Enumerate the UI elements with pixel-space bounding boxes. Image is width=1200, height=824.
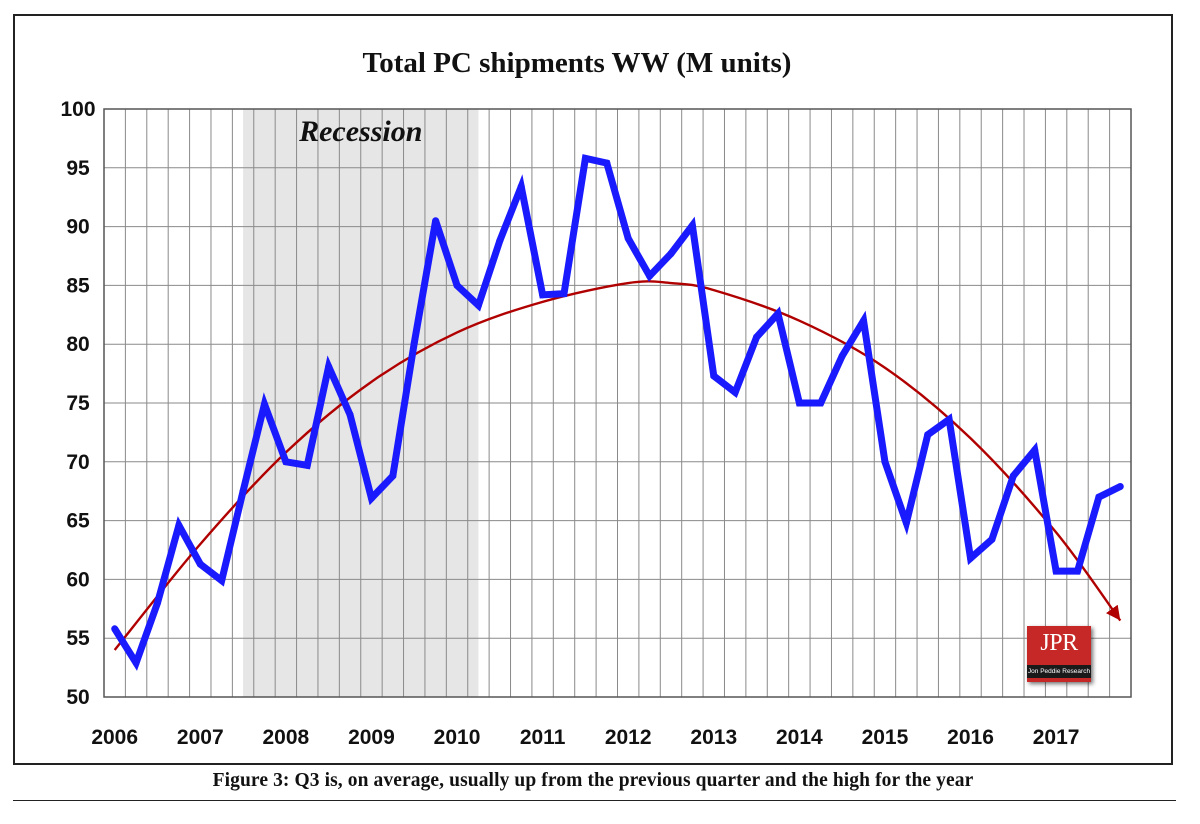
- data-point: [881, 458, 889, 466]
- data-point: [474, 301, 482, 309]
- data-point: [303, 461, 311, 469]
- data-point: [667, 250, 675, 258]
- data-point: [731, 388, 739, 396]
- data-point: [603, 159, 611, 167]
- data-point: [967, 554, 975, 562]
- x-tick-label: 2017: [1033, 726, 1080, 749]
- caption-divider: [13, 800, 1176, 801]
- y-tick-label: 70: [66, 451, 89, 474]
- data-point: [795, 399, 803, 407]
- data-point: [132, 659, 140, 667]
- data-point: [624, 234, 632, 242]
- series-line-pc-shipments: [111, 154, 1122, 671]
- data-point: [817, 399, 825, 407]
- data-point: [282, 458, 290, 466]
- y-tick-label: 100: [60, 98, 95, 121]
- jpr-logo: JPR Jon Peddie Research: [1027, 626, 1091, 682]
- data-point: [988, 535, 996, 543]
- data-point: [581, 154, 589, 162]
- y-tick-label: 50: [66, 686, 89, 709]
- x-tick-label: 2016: [947, 726, 994, 749]
- y-tick-label: 60: [66, 568, 89, 591]
- x-tick-label: 2015: [862, 726, 909, 749]
- x-tick-label: 2010: [434, 726, 481, 749]
- data-point: [710, 372, 718, 380]
- data-point: [218, 577, 226, 585]
- y-tick-label: 95: [66, 157, 90, 180]
- y-tick-label: 80: [66, 333, 89, 356]
- chart-frame: [13, 14, 1173, 765]
- data-point: [260, 400, 268, 408]
- data-point: [367, 494, 375, 502]
- y-tick-label: 55: [66, 627, 90, 650]
- data-point: [453, 281, 461, 289]
- data-point: [753, 333, 761, 341]
- data-point: [111, 625, 119, 633]
- data-point: [902, 519, 910, 527]
- y-axis-tick-labels: 50 55 60 65 70 75 80 85 90 95 100: [60, 98, 95, 709]
- x-tick-label: 2014: [776, 726, 823, 749]
- logo-text: JPR: [1040, 630, 1078, 656]
- x-tick-label: 2012: [605, 726, 652, 749]
- data-point: [1031, 446, 1039, 454]
- data-point: [517, 183, 525, 191]
- data-point: [774, 310, 782, 318]
- x-tick-label: 2011: [520, 726, 566, 749]
- x-tick-label: 2007: [177, 726, 224, 749]
- data-point: [1116, 482, 1124, 490]
- grid: [103, 108, 1132, 698]
- data-point: [1009, 472, 1017, 480]
- data-point: [688, 221, 696, 229]
- data-point: [1074, 567, 1082, 575]
- x-tick-label: 2006: [91, 726, 138, 749]
- plot-area-border: [103, 108, 1132, 698]
- data-point: [496, 237, 504, 245]
- data-point: [196, 560, 204, 568]
- data-point: [646, 272, 654, 280]
- data-point: [1052, 567, 1060, 575]
- data-point: [410, 339, 418, 347]
- x-tick-label: 2008: [263, 726, 310, 749]
- data-point: [539, 291, 547, 299]
- y-tick-label: 90: [66, 216, 89, 239]
- data-point: [560, 290, 568, 298]
- x-tick-label: 2009: [348, 726, 395, 749]
- data-point: [945, 415, 953, 423]
- data-point: [153, 599, 161, 607]
- data-point: [924, 431, 932, 439]
- data-point: [432, 217, 440, 225]
- y-tick-label: 75: [66, 392, 90, 415]
- data-point: [325, 363, 333, 371]
- data-points: [111, 154, 1124, 667]
- data-point: [175, 521, 183, 529]
- y-tick-label: 65: [66, 510, 90, 533]
- x-axis-tick-labels: 2006 2007 2008 2009 2010 2011 2012 2013 2014 2015…: [91, 726, 1079, 749]
- data-point: [389, 472, 397, 480]
- y-tick-label: 85: [66, 274, 90, 297]
- figure-caption: Figure 3: Q3 is, on average, usually up …: [212, 770, 974, 791]
- x-tick-label: 2013: [690, 726, 737, 749]
- data-point: [346, 411, 354, 419]
- logo-subtext: Jon Peddie Research: [1027, 665, 1091, 678]
- data-point: [860, 317, 868, 325]
- data-point: [838, 352, 846, 360]
- data-point: [239, 487, 247, 495]
- data-point: [1095, 493, 1103, 501]
- recession-label: Recession: [298, 115, 422, 148]
- chart-title: Total PC shipments WW (M units): [363, 47, 792, 79]
